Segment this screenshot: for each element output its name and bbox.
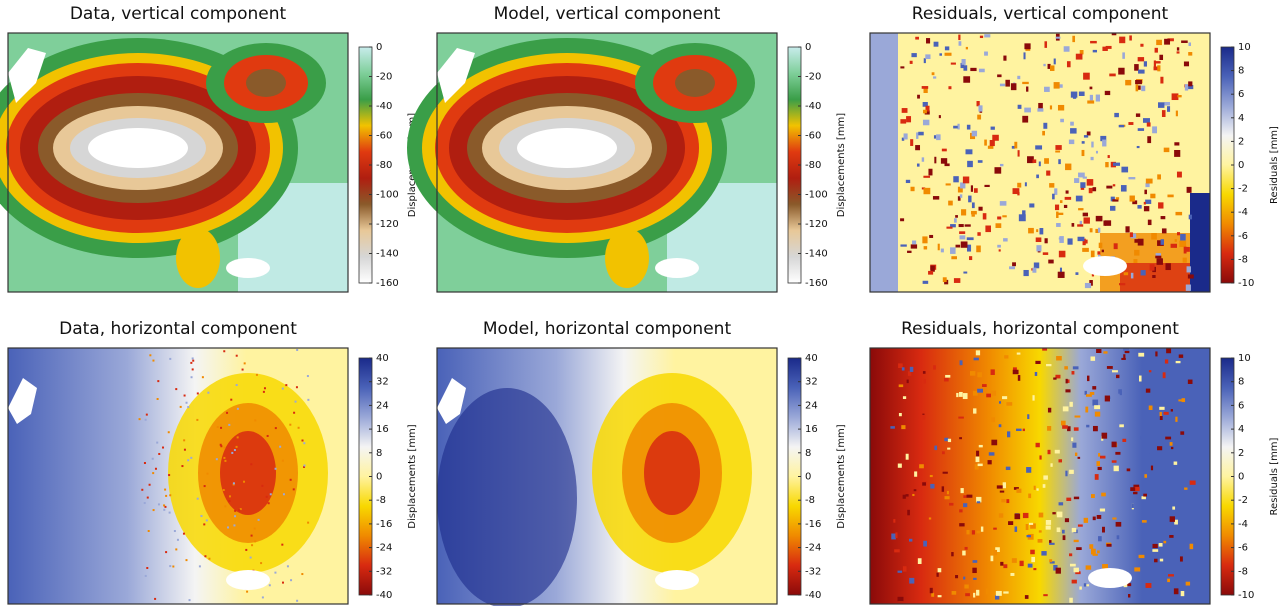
colorbar-tick-label: -100 [376,190,399,201]
colorbar-tick-label: 24 [805,400,818,411]
colorbar-label: Residuals [mm] [1269,437,1279,515]
colorbar-tick-label: -16 [805,519,821,530]
figure: Data, vertical component0-20-40-60-80-10… [0,0,1279,606]
colorbar-tick-label: 40 [376,353,389,364]
colorbar-tick-label: 8 [376,448,382,459]
colorbar-tick-label: -40 [376,590,392,601]
colorbar-tick-label: 16 [805,424,818,435]
colorbar-tick-label: 4 [1238,424,1244,435]
panel: Residuals, vertical component 10 8 6 4 2 0 -2 -4… [870,4,1279,292]
colorbar-tick-label: 6 [1238,400,1244,411]
colorbar-tick-label: -24 [805,543,821,554]
panel-title: Model, horizontal component [483,319,732,339]
colorbar-tick-label: 0 [805,472,811,483]
colorbar-tick-label: 10 [1238,353,1251,364]
colorbar-tick-label: -2 [1238,184,1248,195]
colorbar-tick-label: -120 [376,219,399,230]
colorbar-label: Displacements [mm] [407,424,418,529]
colorbar-tick-label: -120 [805,219,828,230]
colorbar-tick-label: 40 [805,353,818,364]
colorbar-tick-label: 24 [376,400,389,411]
colorbar-tick-label: 16 [376,424,389,435]
colorbar-label: Displacements [mm] [836,424,847,529]
colorbar-tick-label: -10 [1238,278,1254,289]
colorbar-label: Residuals [mm] [1269,126,1279,204]
panel: Data, horizontal component 40 32 24 16 8 0 -8 -1… [8,319,418,604]
colorbar-tick-label: 32 [376,377,389,388]
colorbar-tick-label: 0 [376,472,382,483]
panel-title: Residuals, horizontal component [901,319,1179,339]
colorbar-tick-label: -100 [805,190,828,201]
colorbar-tick-label: 32 [805,377,818,388]
heatmap-image [870,348,1210,604]
colorbar-tick-label: -20 [805,72,821,83]
colorbar-tick-label: -140 [376,249,399,260]
panel: Model, horizontal component 40 32 24 16 8 0 -8 -… [437,319,847,606]
colorbar-tick-label: 0 [376,42,382,53]
colorbar-tick-label: 8 [1238,377,1244,388]
panel-title: Residuals, vertical component [912,4,1169,24]
colorbar-tick-label: -16 [376,519,392,530]
colorbar-tick-label: -60 [376,131,392,142]
colorbar-tick-label: -32 [805,566,821,577]
colorbar-tick-label: -2 [1238,495,1248,506]
colorbar-tick-label: -8 [805,495,815,506]
heatmap-image [870,33,1210,292]
panel-title: Data, horizontal component [59,319,297,339]
colorbar-tick-label: -60 [805,131,821,142]
colorbar-tick-label: -20 [376,72,392,83]
colorbar-tick-label: -80 [805,160,821,171]
colorbar-tick-label: 10 [1238,42,1251,53]
colorbar-tick-label: 4 [1238,113,1244,124]
colorbar-tick-label: 8 [1238,66,1244,77]
heatmap-image [437,348,777,606]
colorbar-tick-label: -6 [1238,543,1248,554]
colorbar-tick-label: -40 [805,590,821,601]
colorbar-tick-label: -160 [805,278,828,289]
heatmap-image [407,33,777,292]
colorbar-tick-label: -4 [1238,207,1248,218]
colorbar-tick-label: 6 [1238,89,1244,100]
colorbar-tick-label: -8 [1238,566,1248,577]
colorbar-tick-label: -140 [805,249,828,260]
colorbar-tick-label: 0 [1238,472,1244,483]
colorbar-tick-label: -24 [376,543,392,554]
colorbar-tick-label: -8 [376,495,386,506]
heatmap-image [0,33,348,292]
colorbar-tick-label: -40 [376,101,392,112]
colorbar-tick-label: 2 [1238,448,1244,459]
colorbar-tick-label: -10 [1238,590,1254,601]
colorbar-tick-label: -80 [376,160,392,171]
panel: Residuals, horizontal component 10 8 6 4 2 0 -2… [870,319,1279,604]
colorbar-tick-label: 0 [805,42,811,53]
colorbar-tick-label: -4 [1238,519,1248,530]
panel: Data, vertical component 0 -20 -40 -60 -80 -10… [0,4,418,292]
colorbar-tick-label: -160 [376,278,399,289]
colorbar-tick-label: -40 [805,101,821,112]
colorbar-tick-label: -8 [1238,254,1248,265]
heatmap-image [8,348,348,604]
colorbar-tick-label: 0 [1238,160,1244,171]
colorbar-tick-label: -32 [376,566,392,577]
colorbar-tick-label: -6 [1238,231,1248,242]
panel-title: Data, vertical component [70,4,287,24]
colorbar-label: Displacements [mm] [836,113,847,218]
panel-title: Model, vertical component [494,4,721,24]
colorbar-tick-label: 2 [1238,136,1244,147]
panel: Model, vertical component 0 -20 -40 -60 -80 -1… [407,4,847,292]
colorbar-tick-label: 8 [805,448,811,459]
